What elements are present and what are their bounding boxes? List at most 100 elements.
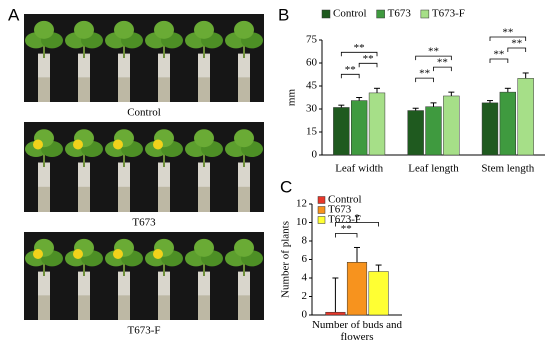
panel-letter: A (8, 5, 20, 24)
bar (481, 102, 499, 156)
leaf (154, 20, 174, 39)
agar (38, 77, 50, 102)
x-tick-label: Number of buds and flowers (311, 319, 403, 343)
photo (24, 122, 264, 212)
legend-label: Control (333, 8, 367, 20)
leaf (194, 238, 214, 257)
photo-caption: T673 (132, 217, 156, 229)
legend-swatch (321, 9, 331, 19)
agar (118, 186, 130, 212)
significance-label: ** (419, 68, 430, 80)
significance-bracket (433, 66, 452, 72)
y-tick-label: 0 (312, 149, 318, 161)
significance-label: ** (502, 26, 513, 38)
x-tick-label: Stem length (481, 163, 534, 175)
agar (38, 186, 50, 212)
agar (158, 77, 170, 102)
significance-label: ** (511, 37, 522, 49)
agar (118, 295, 130, 320)
legend-label: T673 (328, 204, 352, 216)
agar (238, 186, 250, 212)
leaf (194, 20, 214, 39)
y-tick-label: 15 (306, 126, 318, 138)
agar (118, 77, 130, 102)
bar (443, 95, 460, 156)
legend-label: T673-F (328, 214, 361, 226)
agar (38, 295, 50, 320)
y-tick-label: 0 (302, 309, 308, 321)
flower (33, 249, 43, 259)
significance-bracket (340, 73, 360, 79)
agar (158, 295, 170, 320)
agar (78, 77, 90, 102)
y-axis-label: Number of plants (280, 221, 292, 298)
significance-label: ** (363, 53, 374, 65)
photo-caption: T673-F (128, 325, 161, 337)
photo-caption: Control (127, 107, 161, 119)
photo (24, 232, 264, 320)
flower (73, 139, 83, 150)
significance-bracket (340, 51, 378, 57)
significance-bracket (489, 58, 509, 63)
leaf (74, 20, 94, 39)
bar (368, 92, 386, 156)
leaf (234, 129, 254, 148)
x-tick-label: Leaf length (408, 163, 459, 175)
bar (517, 78, 534, 156)
leaf (234, 20, 254, 39)
legend-label: T673 (388, 8, 412, 20)
panel-letter: C (280, 177, 292, 196)
y-tick-label: 6 (302, 253, 308, 265)
bar (499, 91, 517, 156)
legend-swatch (420, 9, 430, 19)
agar (198, 186, 210, 212)
significance-label: ** (428, 46, 439, 58)
panel-letter: B (278, 5, 289, 24)
significance-label: ** (345, 64, 356, 76)
leaf (34, 20, 54, 39)
y-axis-label: mm (286, 89, 298, 107)
significance-label: ** (493, 48, 504, 60)
y-tick-label: 10 (296, 216, 308, 228)
legend-swatch (317, 206, 326, 214)
significance-bracket (335, 233, 358, 238)
bar (325, 311, 346, 316)
agar (198, 295, 210, 320)
legend-label: Control (328, 194, 362, 206)
significance-bracket (415, 55, 452, 61)
y-tick-label: 60 (306, 57, 318, 69)
y-tick-label: 45 (306, 80, 318, 92)
flower (33, 139, 43, 150)
significance-bracket (489, 36, 527, 41)
agar (238, 77, 250, 102)
significance-label: ** (437, 57, 448, 69)
y-tick-label: 30 (306, 103, 318, 115)
bar (368, 271, 389, 316)
agar (78, 295, 90, 320)
y-tick-label: 4 (302, 272, 308, 284)
bar (407, 110, 424, 156)
y-tick-label: 2 (302, 290, 308, 302)
legend-swatch (376, 9, 385, 19)
y-tick-label: 8 (302, 235, 308, 247)
flower (113, 139, 123, 150)
bar (333, 107, 350, 156)
agar (78, 186, 90, 212)
y-tick-label: 12 (296, 198, 307, 210)
leaf (194, 129, 214, 148)
significance-label: ** (341, 223, 352, 235)
flower (153, 249, 163, 259)
legend-label: T673-F (432, 8, 465, 20)
x-tick-label-box: Number of buds and flowers (311, 319, 403, 343)
bar (350, 100, 368, 156)
flower (153, 139, 163, 150)
x-tick-label: Leaf width (335, 163, 383, 175)
significance-label: * (354, 212, 360, 224)
y-tick-label: 75 (306, 34, 318, 46)
agar (238, 295, 250, 320)
significance-bracket (507, 47, 527, 52)
significance-bracket (358, 62, 378, 68)
bar (346, 262, 368, 316)
